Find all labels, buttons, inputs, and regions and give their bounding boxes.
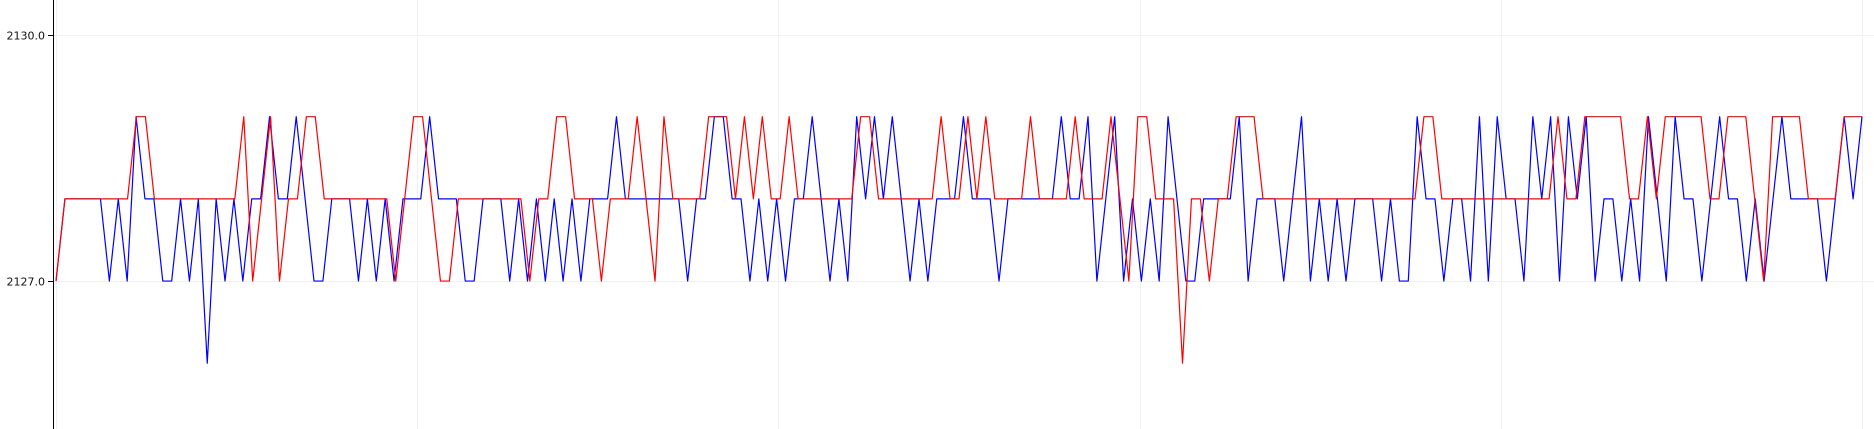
grid-lines: [54, 0, 1874, 429]
series-lines: [55, 116, 1863, 364]
y-tick-label: 2127.0: [7, 276, 46, 289]
series-line-1: [55, 116, 1863, 364]
y-axis-ticks: 2127.0 2130.0: [7, 30, 54, 289]
y-tick-label: 2130.0: [7, 30, 46, 43]
series-line-2: [55, 116, 1862, 364]
